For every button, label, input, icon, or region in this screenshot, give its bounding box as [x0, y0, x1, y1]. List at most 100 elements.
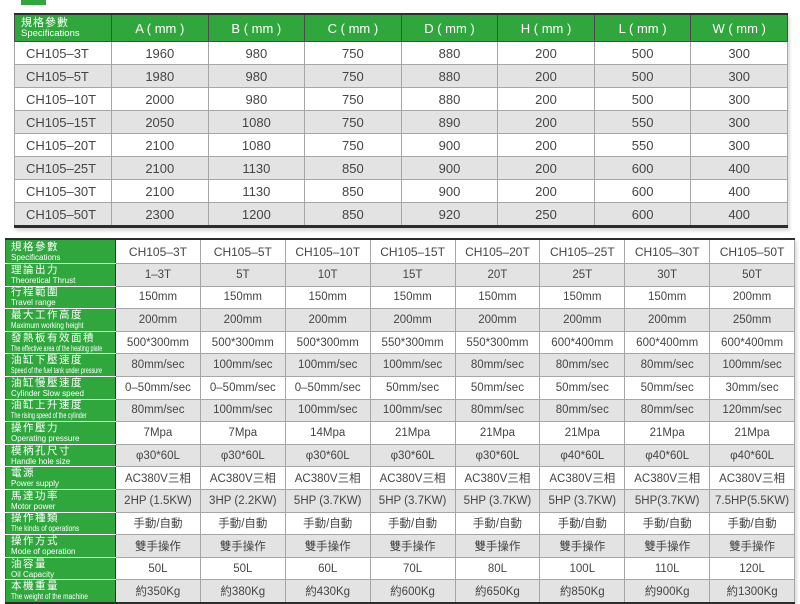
value-cell: 880	[400, 87, 499, 111]
table-row: CH105–25T 2100 1130 850 900 200 600 400	[14, 156, 788, 180]
value-cell: 600	[593, 202, 692, 227]
spec-value-cell: 手動/自動	[454, 511, 541, 536]
spec-row-label-en: Cylinder Slow speed	[11, 388, 84, 398]
value-cell: 300	[690, 133, 788, 157]
spec-value-cell: 5HP (3.7KW)	[284, 488, 371, 513]
spec-value-cell: 250mm	[709, 308, 795, 332]
model-column-header: CH105–10T	[284, 238, 371, 264]
spec-row-label-en: The kinds of operations	[11, 524, 80, 534]
value-cell: 1200	[207, 202, 306, 227]
spec-value-cell: 手動/自動	[199, 511, 286, 536]
spec-row-label-en: Travel range	[11, 298, 56, 308]
spec-value-cell: 約430Kg	[284, 579, 371, 604]
spec-value-cell: 5HP (3.7KW)	[539, 488, 626, 513]
value-cell: 300	[690, 110, 788, 134]
spec-value-cell: 5HP (3.7KW)	[369, 488, 456, 513]
spec-value-cell: 21Mpa	[454, 421, 541, 445]
spec-row-label: 理論出力 Theoretical Thrust	[5, 263, 116, 287]
spec-value-cell: AC380V三相	[284, 466, 371, 490]
column-header: W ( mm )	[690, 13, 788, 42]
value-cell: 900	[400, 156, 499, 180]
spec-value-cell: 80L	[454, 556, 541, 581]
spec-row-label-zh: 操作壓力	[11, 421, 59, 434]
spec-value-cell: 約600Kg	[369, 579, 456, 604]
spec-value-cell: AC380V三相	[539, 466, 626, 490]
spec-value-cell: 150mm	[539, 285, 626, 310]
value-cell: 880	[400, 64, 499, 88]
spec-value-cell: AC380V三相	[115, 466, 201, 490]
spec-value-cell: φ30*60L	[284, 443, 371, 468]
value-cell: 200	[497, 133, 595, 157]
spec-value-cell: 600*400mm	[624, 330, 711, 355]
spec-value-cell: 150mm	[454, 285, 541, 310]
model-column-header: CH105–30T	[624, 238, 711, 264]
value-cell: 500	[593, 87, 692, 111]
column-header: A ( mm )	[111, 13, 209, 42]
spec-row-label-en: Mode of operation	[11, 546, 76, 556]
spec-value-cell: 200mm	[709, 285, 795, 310]
table-row: 油缸慢壓速度 Cylinder Slow speed 0–50mm/sec 0–50m…	[5, 375, 795, 400]
spec-row-label-zh: 油缸慢壓速度	[11, 376, 83, 389]
spec-value-cell: 500*300mm	[199, 330, 286, 355]
value-cell: 900	[400, 179, 499, 203]
value-cell: 550	[593, 133, 692, 157]
spec-value-cell: 100mm/sec	[199, 353, 286, 377]
spec-value-cell: 80mm/sec	[454, 353, 541, 377]
spec-value-cell: 150mm	[115, 285, 201, 310]
spec-value-cell: 21Mpa	[709, 421, 795, 445]
spec-row-label-en: Operating pressure	[11, 433, 80, 443]
spec-row-label: 操作壓力 Operating pressure	[5, 421, 116, 445]
table-row: CH105–20T 2100 1080 750 900 200 550 300	[14, 133, 788, 157]
spec-value-cell: 110L	[624, 556, 711, 581]
table-row: 發熱板有效面積 The effective area of the heating…	[5, 330, 795, 355]
value-cell: 1130	[207, 179, 306, 203]
spec-value-cell: 0–50mm/sec	[199, 375, 286, 400]
model-column-header: CH105–5T	[199, 238, 286, 264]
spec-value-cell: 5HP(3.7KW)	[624, 488, 711, 513]
spec-value-cell: 手動/自動	[284, 511, 371, 536]
value-cell: 400	[690, 202, 788, 227]
spec-value-cell: 0–50mm/sec	[115, 375, 201, 400]
spec-row-label-zh: 本機重量	[11, 580, 59, 593]
spec-value-cell: AC380V三相	[454, 466, 541, 490]
spec-row-label: 模柄孔尺寸 Handle hole size	[5, 443, 116, 468]
spec-value-cell: 500*300mm	[284, 330, 371, 355]
value-cell: 2100	[111, 133, 209, 157]
column-header: H ( mm )	[497, 13, 595, 42]
value-cell: 1080	[207, 110, 306, 134]
model-column-header: CH105–20T	[454, 238, 541, 264]
spec-value-cell: 1–3T	[115, 263, 201, 287]
value-cell: 200	[497, 64, 595, 88]
spec-header-zh: 規格參數	[11, 240, 59, 253]
spec-value-cell: 200mm	[454, 308, 541, 332]
spec-value-cell: 約900Kg	[624, 579, 711, 604]
spec-value-cell: 手動/自動	[369, 511, 456, 536]
spec-value-cell: 手動/自動	[115, 511, 201, 536]
value-cell: 750	[304, 110, 402, 134]
value-cell: 750	[304, 87, 402, 111]
spec-value-cell: 15T	[369, 263, 456, 287]
spec-value-cell: 100mm/sec	[369, 353, 456, 377]
column-header: C ( mm )	[304, 13, 402, 42]
spec-row-label-zh: 操作種類	[11, 512, 59, 525]
spec-value-cell: 手動/自動	[709, 511, 795, 536]
spec-row-label-zh: 油容量	[11, 557, 47, 570]
value-cell: 980	[207, 87, 306, 111]
value-cell: 200	[497, 110, 595, 134]
spec-row-label-en: The rising speed of the cylinder	[11, 411, 87, 421]
spec-value-cell: 約850Kg	[539, 579, 626, 604]
spec-row-label-zh: 最大工作高度	[11, 308, 83, 321]
table-row: 操作種類 The kinds of operations 手動/自動 手動/自動 手動/…	[5, 511, 795, 536]
spec-row-label-en: Oil Capacity	[11, 569, 55, 579]
spec-value-cell: 14Mpa	[284, 421, 371, 445]
spec-row-label-en: Motor power	[11, 501, 56, 511]
value-cell: 200	[497, 156, 595, 180]
spec-value-cell: 7.5HP(5.5KW)	[709, 488, 795, 513]
spec-value-cell: AC380V三相	[624, 466, 711, 490]
spec-value-cell: 雙手操作	[454, 534, 541, 558]
model-cell: CH105–10T	[14, 87, 112, 111]
table-row: CH105–3T 1960 980 750 880 200 500 300	[14, 41, 788, 65]
table-row: CH105–50T 2300 1200 850 920 250 600 400	[14, 202, 788, 227]
spec-row-label-zh: 模柄孔尺寸	[11, 444, 71, 457]
value-cell: 400	[690, 156, 788, 180]
